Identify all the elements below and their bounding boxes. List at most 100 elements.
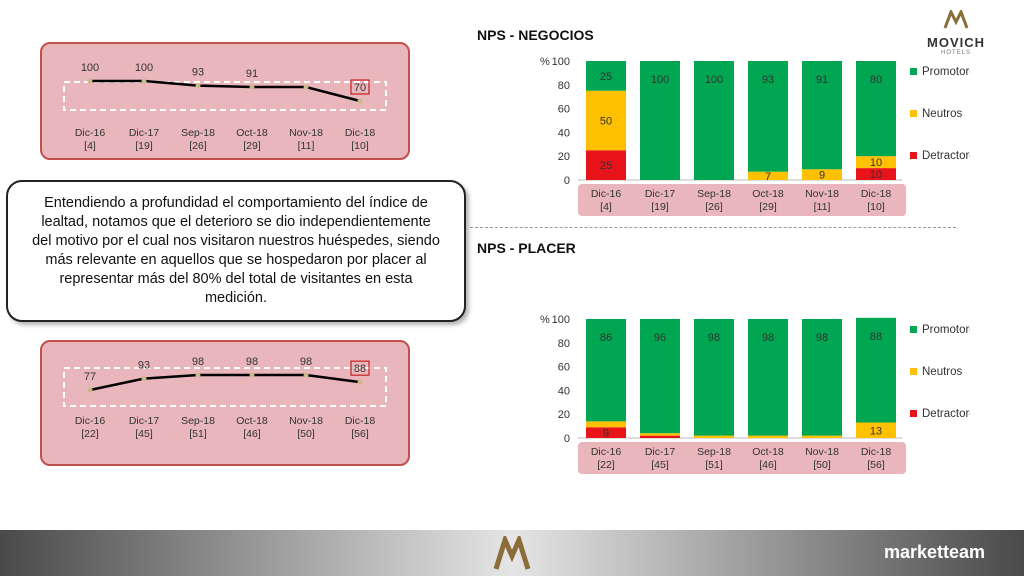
trend-point xyxy=(303,84,309,90)
highlight-frame xyxy=(63,81,387,111)
category-label: Dic-17 xyxy=(645,188,676,200)
count-label: [4] xyxy=(84,140,96,152)
data-label: 100 xyxy=(705,74,723,86)
bar-chart-negocios: 0 20 40 60 80 100% 25 50 25 Dic-16[4] 100 Dic-17[19… xyxy=(540,56,970,216)
category-label: Dic-17 xyxy=(129,127,160,139)
count-label: [10] xyxy=(351,140,369,152)
data-label: 98 xyxy=(816,332,828,344)
category-strip xyxy=(578,184,906,216)
bar-segment-neutros xyxy=(640,433,680,436)
trend-point xyxy=(357,98,363,104)
count-label: [19] xyxy=(135,140,153,152)
bar-segment-promotores xyxy=(802,61,842,170)
y-tick-label: 80 xyxy=(558,338,570,350)
y-tick-label: 0 xyxy=(564,433,570,445)
trend-point xyxy=(303,372,309,378)
trend-point xyxy=(87,78,93,84)
value-label: 93 xyxy=(192,67,204,79)
legend-swatch-neutros xyxy=(910,110,917,117)
footer: 31 marketteam xyxy=(0,530,1024,576)
data-label: 10 xyxy=(870,157,882,169)
count-label: [22] xyxy=(597,459,615,471)
count-label: [46] xyxy=(759,459,777,471)
line-chart-placer: 77 Dic-16[22] 93 Dic-17[45] 98 Sep-18[51] 98 Oc… xyxy=(63,356,387,440)
data-label: 86 xyxy=(600,332,612,344)
data-label: 7 xyxy=(765,171,771,183)
trend-point xyxy=(87,387,93,393)
legend-swatch-neutros xyxy=(910,368,917,375)
count-label: [22] xyxy=(81,428,99,440)
value-label: 88 xyxy=(354,363,366,375)
bar-segment-detractores xyxy=(586,427,626,438)
page-number: 31 xyxy=(28,550,40,561)
y-tick-label: 60 xyxy=(558,104,570,116)
trend-point xyxy=(195,372,201,378)
movich-logo: MOVICH HOTELS xyxy=(916,8,996,56)
category-label: Sep-18 xyxy=(181,415,215,427)
bar-segment-neutros xyxy=(802,435,842,438)
data-label: 9 xyxy=(603,428,609,440)
y-tick-label: 0 xyxy=(564,175,570,187)
footer-logo-icon xyxy=(493,536,531,570)
value-label: 70 xyxy=(354,82,366,94)
y-tick-label: 40 xyxy=(558,385,570,397)
category-label: Dic-17 xyxy=(129,415,160,427)
category-label: Sep-18 xyxy=(697,446,731,458)
trend-line xyxy=(90,79,361,103)
bar-segment-detractores xyxy=(586,150,626,180)
count-label: [56] xyxy=(351,428,369,440)
bar-segment-promotores xyxy=(748,61,788,172)
count-label: [46] xyxy=(243,428,261,440)
line-chart-negocios: 100 Dic-16[4] 100 Dic-17[19] 93 Sep-18[26] 91 O… xyxy=(63,62,387,152)
marketteam-logo: marketteam xyxy=(884,542,986,562)
y-axis-unit: % xyxy=(540,314,550,326)
bar-segment-neutros xyxy=(586,90,626,151)
category-label: Sep-18 xyxy=(697,188,731,200)
logo-brand: MOVICH xyxy=(927,35,985,50)
trend-line xyxy=(89,373,361,392)
y-tick-label: 60 xyxy=(558,362,570,374)
explanation-note: Entendiendo a profundidad el comportamie… xyxy=(6,180,466,322)
category-label: Oct-18 xyxy=(752,188,784,200)
y-tick-label: 20 xyxy=(558,151,570,163)
movich-logo-icon xyxy=(943,8,969,29)
category-label: Dic-16 xyxy=(591,446,622,458)
bar-segment-promotores xyxy=(802,319,842,436)
bar-segment-promotores xyxy=(640,61,680,180)
y-tick-label: 80 xyxy=(558,80,570,92)
category-label: Dic-16 xyxy=(75,127,106,139)
note-text: Entendiendo a profundidad el comportamie… xyxy=(32,195,440,306)
legend-swatch-promotores xyxy=(910,68,917,75)
value-label: 100 xyxy=(135,62,153,74)
legend-label: Promotores xyxy=(922,66,970,78)
bar-segment-neutros xyxy=(748,435,788,438)
legend-label: Detractores xyxy=(922,408,970,420)
count-label: [50] xyxy=(813,459,831,471)
data-label: 88 xyxy=(870,331,882,343)
bar-segment-promotores xyxy=(640,319,680,434)
last-value-box xyxy=(350,360,370,376)
category-label: Oct-18 xyxy=(236,127,268,139)
trend-point xyxy=(141,376,147,382)
title-placer: NPS - PLACER xyxy=(477,240,576,256)
legend-label: Detractores xyxy=(922,150,970,162)
bar-segment-promotores xyxy=(586,319,626,422)
category-label: Dic-18 xyxy=(861,446,892,458)
value-label: 98 xyxy=(300,356,312,368)
data-label: 93 xyxy=(762,74,774,86)
category-label: Dic-18 xyxy=(345,127,376,139)
bar-segment-promotores xyxy=(856,317,896,423)
category-label: Dic-16 xyxy=(591,188,622,200)
category-label: Dic-17 xyxy=(645,446,676,458)
count-label: [45] xyxy=(651,459,669,471)
category-label: Nov-18 xyxy=(289,127,323,139)
count-label: [26] xyxy=(189,140,207,152)
category-label: Oct-18 xyxy=(752,446,784,458)
count-label: [11] xyxy=(814,201,831,213)
data-label: 25 xyxy=(600,71,612,83)
bar-segment-neutros xyxy=(694,435,734,438)
bar-segment-neutros xyxy=(856,422,896,438)
legend-swatch-promotores xyxy=(910,326,917,333)
bar-segment-neutros xyxy=(856,156,896,169)
legend-label: Neutros xyxy=(922,108,963,120)
